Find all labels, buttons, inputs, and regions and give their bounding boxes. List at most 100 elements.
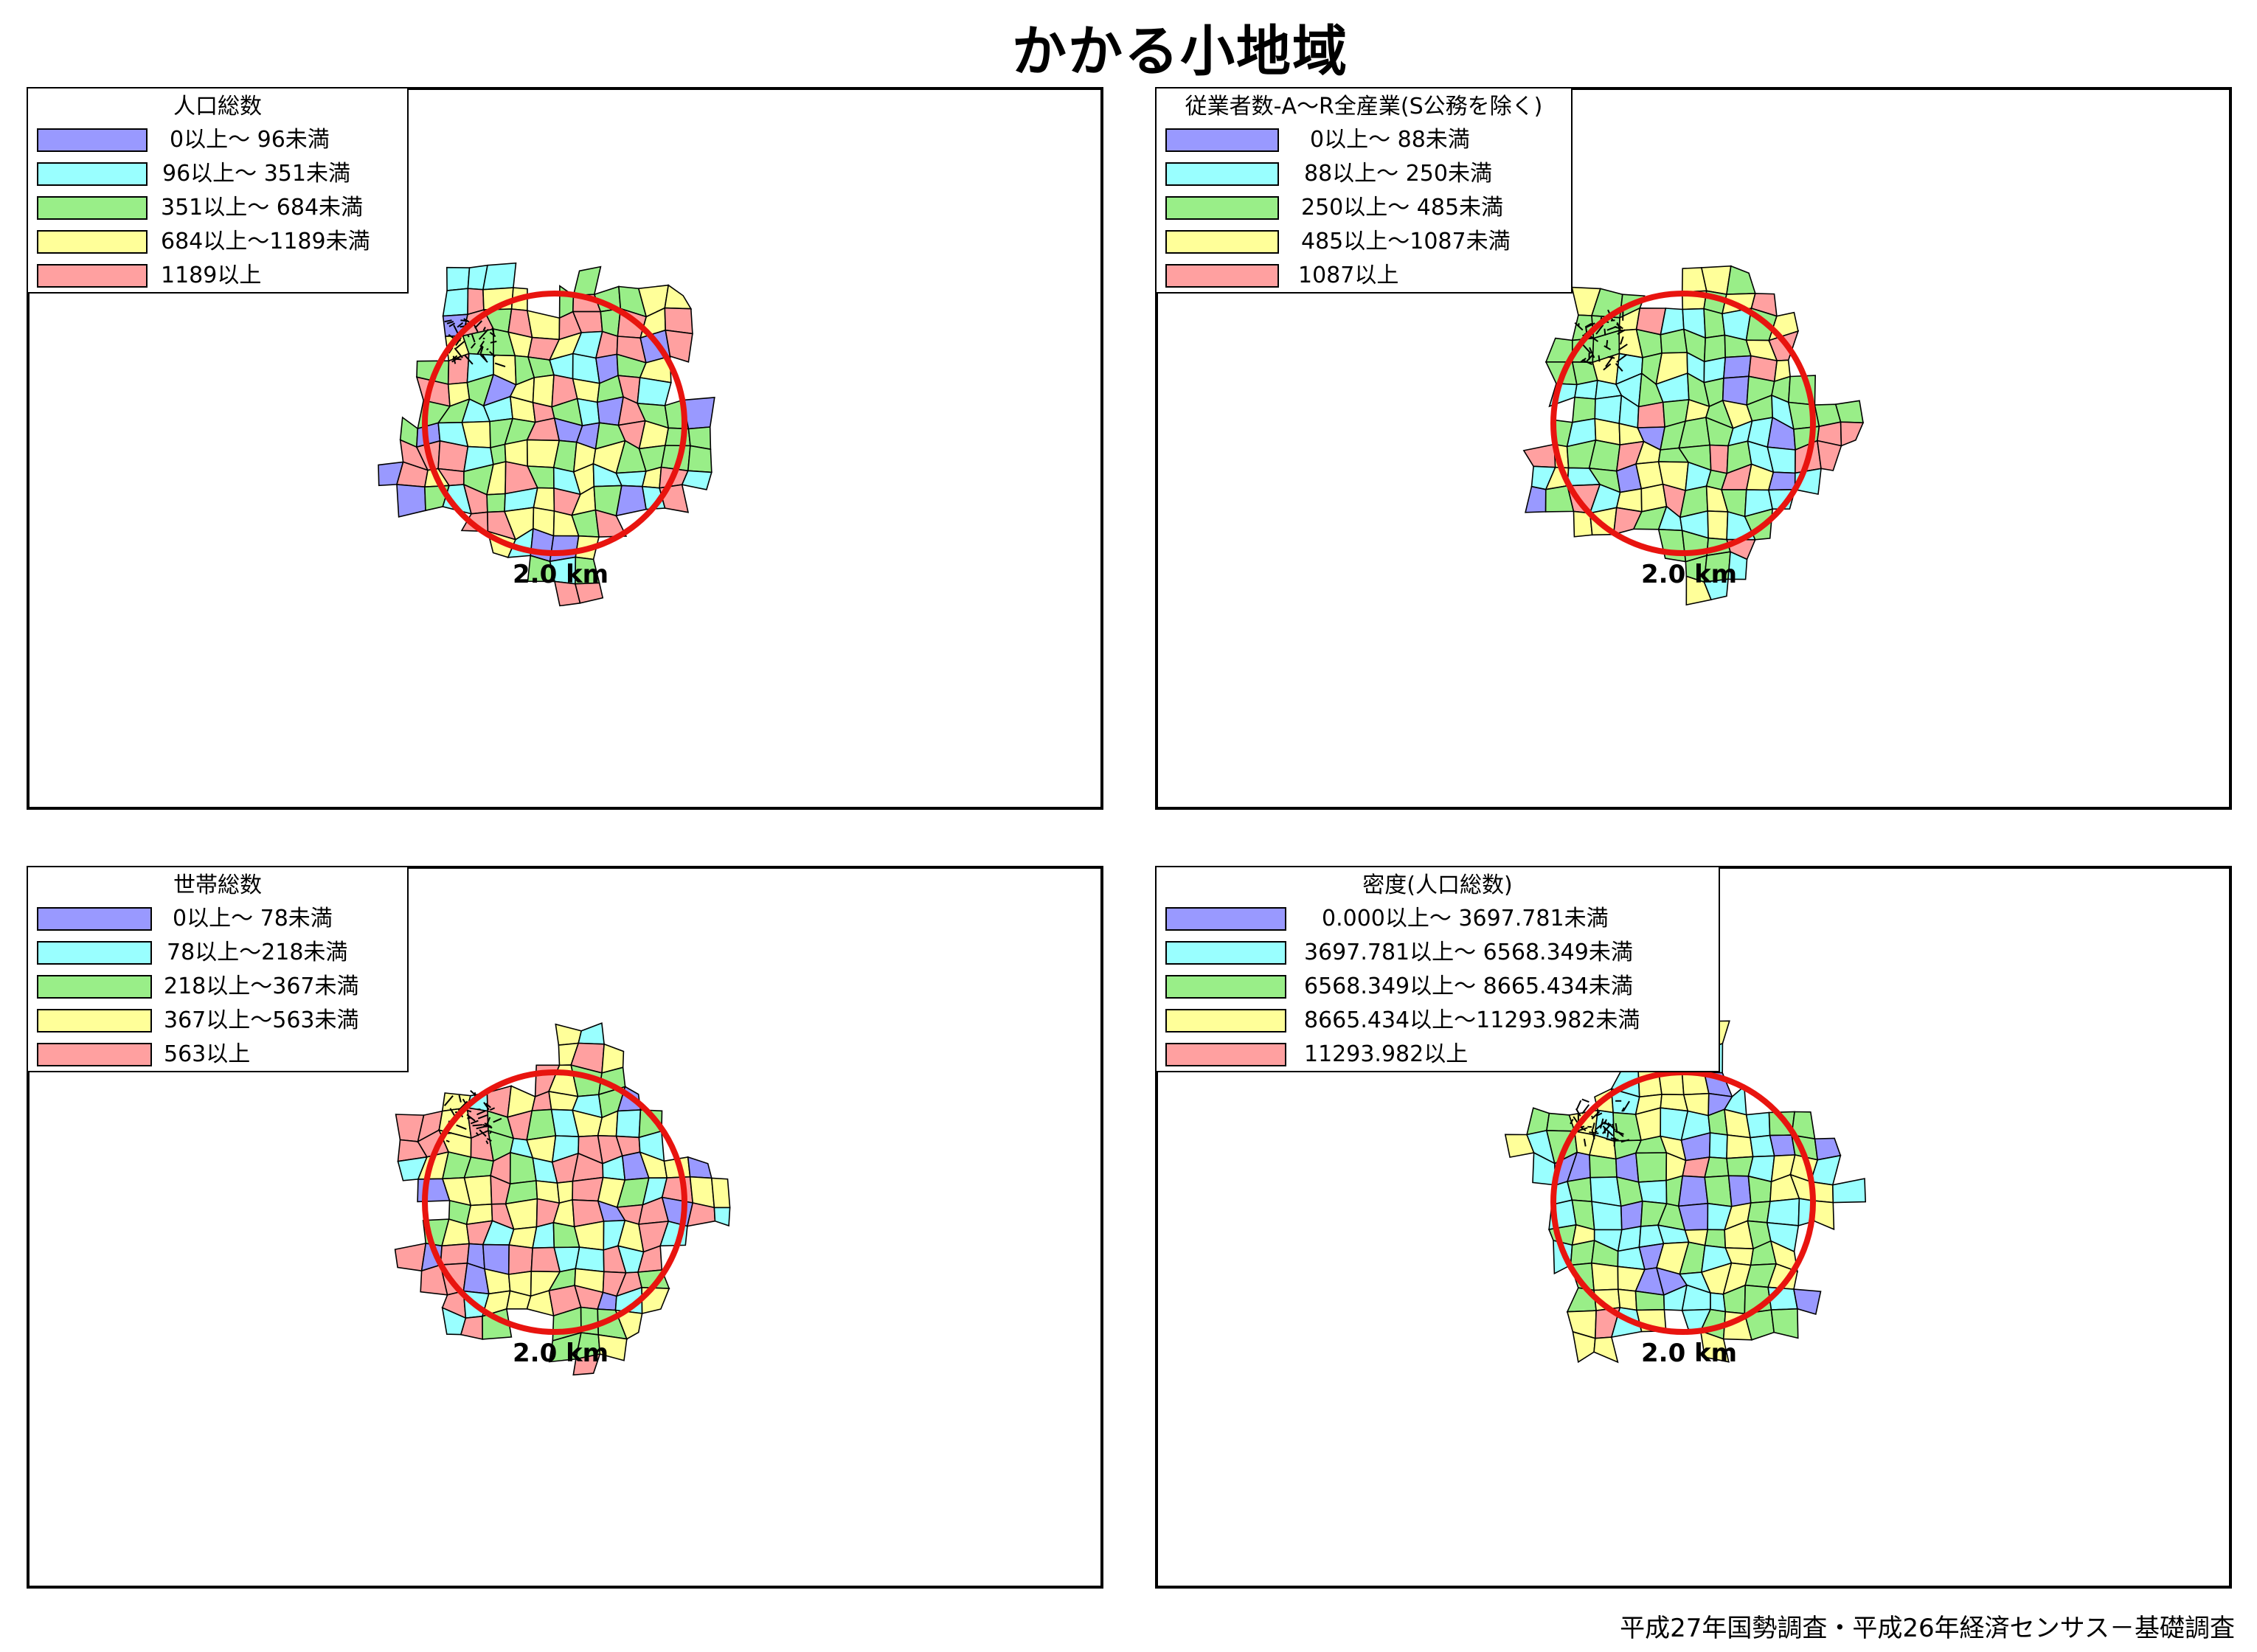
- dense-boundary-line: [455, 336, 462, 347]
- dense-boundary-line: [470, 342, 476, 349]
- legend-range: 0以上～ 88未満: [1310, 127, 1470, 153]
- legend-range: 0.000以上～ 3697.781未満: [1322, 906, 1609, 931]
- dense-boundary-line: [489, 1107, 496, 1111]
- dense-boundary-line: [1595, 1122, 1605, 1131]
- small-area-polygon: [445, 266, 471, 291]
- dense-boundary-line: [489, 331, 496, 338]
- dense-boundary-line: [1581, 344, 1592, 354]
- small-area-polygon: [1704, 1156, 1730, 1179]
- small-area-polygon: [442, 288, 469, 317]
- legend-swatch: [1165, 162, 1279, 186]
- map-panel-density[interactable]: 2.0 km 密度(人口総数) 0.000以上～ 3697.781未満 3697…: [1155, 866, 2232, 1589]
- dense-boundary-line: [1575, 1108, 1581, 1117]
- legend-title: 世帯総数: [173, 872, 262, 898]
- dense-boundary-line: [490, 340, 497, 344]
- small-area-polygon: [1591, 1262, 1619, 1291]
- small-area-polygon: [687, 445, 713, 473]
- legend-range: 250以上～ 485未満: [1301, 195, 1504, 221]
- small-area-polygon: [555, 1023, 583, 1046]
- dense-boundary-line: [483, 1102, 490, 1111]
- small-area-polygon: [615, 1109, 642, 1139]
- legend-range: 3697.781以上～ 6568.349未満: [1304, 940, 1633, 965]
- map-panel-employees[interactable]: 2.0 km 従業者数-A～R全産業(S公務を除く) 0以上～ 88未満 88以…: [1155, 87, 2232, 810]
- small-area-polygon: [637, 377, 672, 406]
- legend-range: 96以上～ 351未満: [162, 161, 350, 187]
- map-panel-population[interactable]: 2.0 km 人口総数 0以上～ 96未満 96以上～ 351未満 351以上～…: [27, 87, 1103, 810]
- dense-boundary-line: [1575, 1100, 1582, 1110]
- dense-boundary-line: [1607, 355, 1615, 359]
- small-area-polygon: [1525, 485, 1547, 513]
- small-area-polygon: [1834, 400, 1864, 424]
- map-legend: 従業者数-A～R全産業(S公務を除く) 0以上～ 88未満 88以上～ 250未…: [1155, 87, 1573, 294]
- small-area-polygon: [573, 1221, 605, 1251]
- dense-boundary-line: [1617, 329, 1626, 335]
- small-area-polygon: [1567, 1176, 1592, 1203]
- dense-boundary-line: [475, 1132, 479, 1136]
- dense-boundary-line: [1606, 339, 1609, 348]
- dense-boundary-line: [489, 351, 496, 358]
- legend-swatch: [1165, 1009, 1286, 1032]
- legend-range: 367以上～563未満: [164, 1007, 359, 1033]
- small-area-polygon: [1522, 443, 1556, 468]
- small-area-polygon: [1727, 551, 1748, 580]
- dense-boundary-line: [1615, 363, 1623, 372]
- dense-boundary-line: [1583, 1139, 1587, 1147]
- dense-boundary-line: [476, 1110, 486, 1116]
- map-legend: 世帯総数 0以上～ 78未満 78以上～218未満 218以上～367未満 36…: [27, 866, 409, 1072]
- dense-boundary-line: [1591, 1111, 1601, 1120]
- dense-boundary-line: [489, 1131, 493, 1134]
- dense-boundary-line: [1604, 1119, 1607, 1125]
- dense-boundary-line: [1592, 1122, 1595, 1130]
- legend-swatch: [37, 1043, 152, 1066]
- small-area-polygon: [1570, 1239, 1595, 1266]
- map-panel-households[interactable]: 2.0 km 世帯総数 0以上～ 78未満 78以上～218未満 218以上～3…: [27, 866, 1103, 1589]
- dense-boundary-line: [1584, 322, 1592, 328]
- dense-boundary-line: [1591, 1129, 1595, 1139]
- small-area-polygon: [1637, 1179, 1668, 1204]
- dense-boundary-line: [455, 340, 465, 350]
- small-area-polygon: [437, 440, 469, 473]
- dense-boundary-line: [476, 1125, 486, 1130]
- legend-swatch: [37, 196, 148, 220]
- small-area-polygon: [508, 1226, 538, 1249]
- small-area-polygon: [394, 1242, 427, 1272]
- small-area-polygon: [1703, 308, 1726, 339]
- small-area-polygon: [526, 310, 561, 341]
- small-area-polygon: [615, 471, 647, 487]
- small-area-polygon: [1840, 421, 1865, 447]
- small-area-polygon: [1593, 1336, 1619, 1364]
- dense-boundary-line: [451, 355, 462, 363]
- dense-boundary-line: [1605, 355, 1614, 367]
- small-area-polygon: [574, 582, 604, 604]
- legend-range: 1087以上: [1298, 263, 1399, 288]
- choropleth-map: 2.0 km: [394, 1022, 731, 1376]
- legend-swatch: [1165, 128, 1279, 152]
- dense-boundary-line: [1606, 325, 1617, 331]
- choropleth-map: 2.0 km: [1522, 265, 1865, 606]
- legend-range: 8665.434以上～11293.982未満: [1304, 1007, 1640, 1033]
- dense-boundary-line: [1586, 354, 1593, 362]
- small-area-polygon: [507, 1244, 533, 1275]
- map-legend: 密度(人口総数) 0.000以上～ 3697.781未満 3697.781以上～…: [1155, 866, 1720, 1072]
- dense-boundary-line: [482, 1123, 493, 1129]
- small-area-polygon: [486, 493, 506, 513]
- small-area-polygon: [1637, 401, 1665, 428]
- dense-boundary-line: [1581, 1104, 1590, 1114]
- dense-boundary-line: [1598, 355, 1601, 362]
- radius-label: 2.0 km: [1641, 560, 1737, 589]
- dense-boundary-line: [1620, 1139, 1630, 1143]
- dense-boundary-line: [1602, 1125, 1614, 1136]
- dense-boundary-line: [444, 319, 452, 323]
- small-area-polygon: [1704, 1175, 1733, 1207]
- dense-boundary-line: [479, 340, 485, 347]
- dense-boundary-line: [466, 1114, 476, 1122]
- dense-boundary-line: [494, 362, 506, 368]
- dense-boundary-line: [1570, 1119, 1574, 1125]
- legend-swatch: [1165, 1043, 1286, 1066]
- radius-label: 2.0 km: [513, 560, 609, 589]
- legend-swatch: [37, 162, 148, 186]
- small-area-polygon: [1727, 1175, 1752, 1207]
- dense-boundary-line: [1589, 1131, 1599, 1134]
- legend-range: 78以上～218未満: [167, 940, 348, 965]
- small-area-polygon: [1793, 1288, 1822, 1316]
